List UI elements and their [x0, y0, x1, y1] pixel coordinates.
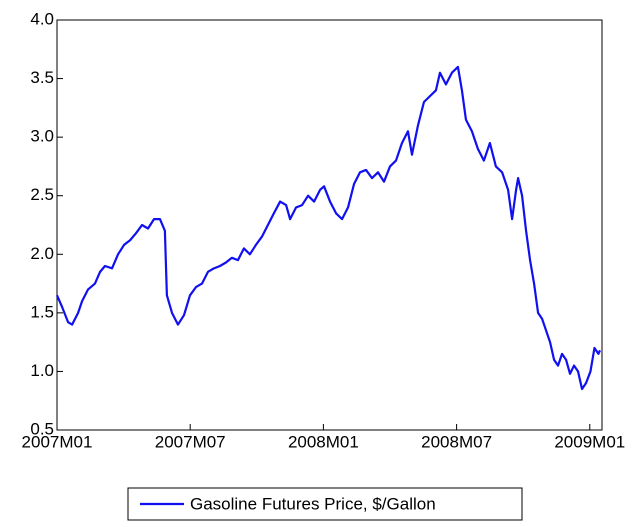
x-tick-label: 2009M01	[554, 432, 625, 451]
y-tick-label: 3.5	[30, 68, 54, 87]
y-tick-label: 2.5	[30, 185, 54, 204]
x-tick-label: 2007M01	[22, 432, 93, 451]
x-tick-label: 2007M07	[155, 432, 226, 451]
y-tick-label: 0.5	[30, 419, 54, 438]
y-tick-label: 4.0	[30, 9, 54, 28]
y-tick-label: 2.0	[30, 244, 54, 263]
y-tick-label: 1.0	[30, 361, 54, 380]
legend-box	[127, 487, 523, 521]
x-tick-label: 2008M01	[288, 432, 359, 451]
plot-frame	[56, 19, 603, 431]
x-tick-label: 2008M07	[421, 432, 492, 451]
data-line	[55, 65, 602, 391]
legend-label: Gasoline Futures Price, $/Gallon	[190, 494, 436, 513]
y-tick-label: 1.5	[30, 302, 54, 321]
y-tick-label: 3.0	[30, 127, 54, 146]
